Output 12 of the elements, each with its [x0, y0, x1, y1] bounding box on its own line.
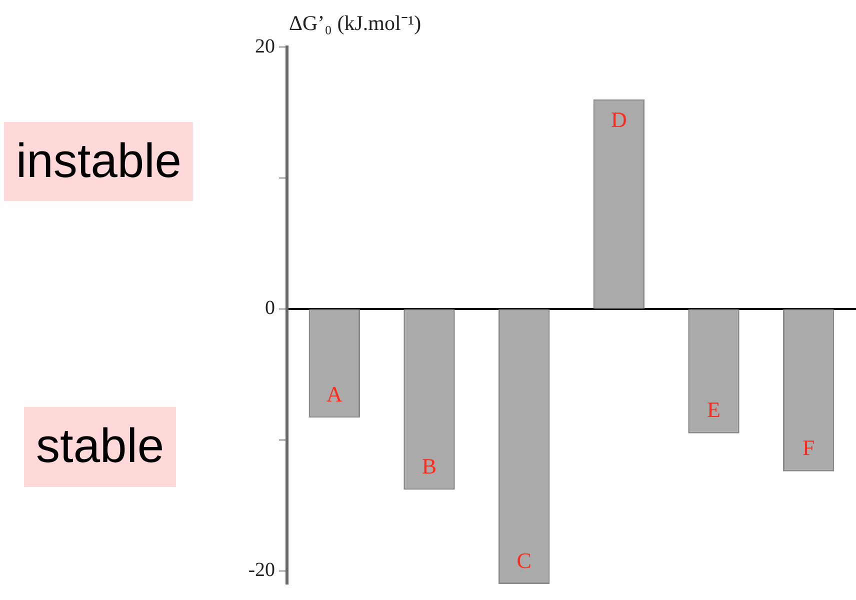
y-tick-label: 0 — [265, 297, 275, 320]
x-tick-label: C — [516, 548, 532, 573]
x-tick-label: B — [422, 453, 437, 478]
y-tick-label: 20 — [255, 35, 275, 58]
x-tick-label: F — [802, 435, 815, 460]
text: instable — [4, 122, 194, 201]
y-tick-label: -20 — [248, 559, 275, 582]
text: stable — [24, 407, 176, 487]
x-tick-label: E — [707, 397, 720, 422]
y-axis-title: ΔG’₀ (kJ.mol⁻¹) — [289, 11, 422, 35]
x-tick-label: A — [326, 381, 342, 406]
x-tick-label: D — [610, 107, 627, 132]
